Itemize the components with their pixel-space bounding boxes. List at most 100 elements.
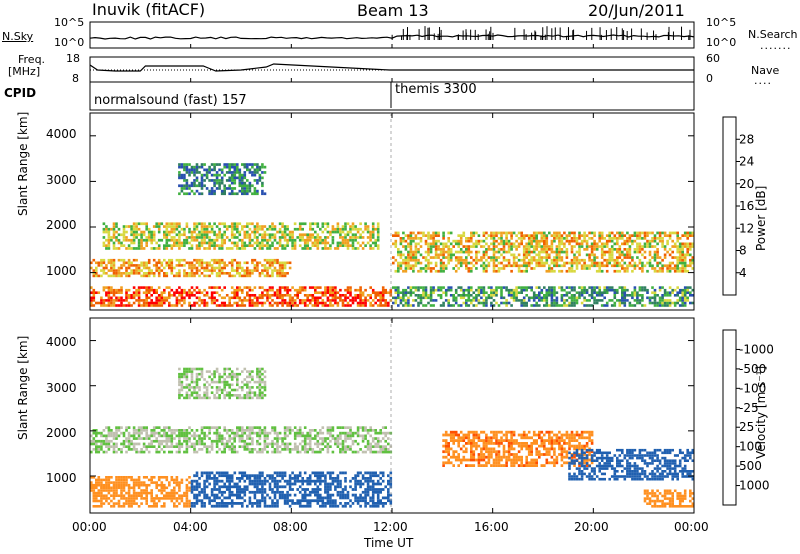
- scatter-cell: [163, 236, 166, 239]
- scatter-cell: [540, 299, 544, 302]
- scatter-cell: [442, 256, 445, 259]
- scatter-cell: [288, 304, 292, 307]
- scatter-cell: [210, 301, 214, 305]
- scatter-cell: [402, 288, 405, 292]
- scatter-cell: [180, 189, 184, 193]
- scatter-cell: [590, 264, 594, 268]
- scatter-cell: [130, 238, 133, 242]
- scatter-cell: [147, 238, 151, 242]
- scatter-cell: [663, 231, 667, 235]
- scatter-cell: [681, 245, 684, 248]
- scatter-cell: [170, 247, 174, 250]
- scatter-cell: [636, 237, 639, 240]
- scatter-cell: [404, 258, 408, 262]
- scatter-cell: [261, 479, 264, 483]
- scatter-cell: [163, 445, 166, 448]
- scatter-cell: [543, 239, 546, 243]
- scatter-cell: [341, 426, 345, 429]
- scatter-cell: [170, 264, 174, 267]
- scatter-cell: [422, 231, 425, 235]
- scatter-cell: [107, 502, 111, 505]
- scatter-cell: [316, 225, 320, 228]
- scatter-cell: [522, 237, 526, 240]
- scatter-cell: [381, 437, 385, 440]
- scatter-cell: [248, 299, 252, 302]
- scatter-cell: [173, 225, 176, 228]
- scatter-cell: [530, 304, 533, 307]
- scatter-cell: [482, 304, 486, 307]
- scatter-cell: [198, 192, 201, 196]
- scatter-cell: [678, 237, 682, 240]
- scatter-cell: [112, 272, 116, 275]
- scatter-cell: [170, 497, 174, 500]
- scatter-cell: [603, 304, 606, 307]
- scatter-cell: [243, 236, 247, 239]
- scatter-cell: [477, 301, 481, 305]
- scatter-cell: [550, 234, 554, 237]
- scatter-cell: [309, 238, 312, 242]
- scatter-cell: [341, 448, 345, 451]
- scatter-cell: [472, 234, 476, 237]
- scatter-cell: [676, 258, 679, 262]
- scatter-cell: [105, 450, 108, 454]
- scatter-cell: [369, 238, 372, 242]
- scatter-cell: [429, 250, 433, 254]
- scatter-cell: [530, 245, 533, 248]
- scatter-cell: [540, 250, 544, 254]
- scatter-cell: [165, 225, 169, 228]
- scatter-cell: [349, 286, 352, 289]
- scatter-cell: [102, 244, 106, 247]
- scatter-cell: [603, 250, 606, 254]
- scatter-cell: [173, 227, 176, 231]
- scatter-cell: [152, 431, 156, 435]
- scatter-cell: [459, 294, 463, 297]
- scatter-cell: [180, 299, 184, 302]
- scatter-cell: [439, 264, 443, 268]
- scatter-cell: [288, 288, 292, 292]
- scatter-cell: [132, 429, 136, 432]
- scatter-cell: [475, 258, 478, 262]
- scatter-cell: [178, 291, 181, 294]
- scatter-cell: [356, 296, 360, 300]
- scatter-cell: [215, 238, 219, 242]
- scatter-cell: [225, 442, 229, 446]
- scatter-cell: [228, 448, 231, 451]
- scatter-cell: [314, 286, 317, 289]
- scatter-cell: [631, 234, 634, 237]
- scatter-cell: [404, 304, 408, 307]
- scatter-cell: [92, 448, 96, 451]
- scatter-cell: [185, 429, 189, 432]
- scatter-cell: [97, 499, 101, 503]
- scatter-cell: [278, 493, 282, 497]
- scatter-cell: [110, 236, 113, 239]
- scatter-cell: [142, 238, 146, 242]
- scatter-cell: [190, 264, 194, 267]
- scatter-cell: [286, 426, 289, 429]
- scatter-cell: [658, 296, 662, 300]
- scatter-cell: [230, 222, 234, 226]
- scatter-cell: [616, 258, 619, 262]
- scatter-cell: [150, 230, 153, 234]
- scatter-cell: [308, 431, 312, 435]
- scatter-cell: [100, 478, 103, 482]
- scatter-cell: [117, 227, 121, 231]
- scatter-cell: [281, 442, 284, 446]
- scatter-cell: [452, 294, 455, 297]
- scatter-cell: [183, 165, 186, 169]
- scatter-cell: [613, 242, 617, 246]
- scatter-cell: [555, 301, 559, 305]
- scatter-cell: [163, 230, 166, 234]
- scatter-cell: [281, 493, 284, 497]
- scatter-cell: [185, 241, 189, 245]
- scatter-cell: [515, 256, 518, 259]
- scatter-cell: [324, 286, 327, 289]
- scatter-cell: [258, 450, 262, 454]
- scatter-cell: [653, 250, 657, 254]
- scatter-cell: [633, 299, 637, 302]
- scatter-cell: [223, 230, 226, 234]
- scatter-cell: [241, 241, 244, 245]
- scatter-cell: [261, 488, 264, 491]
- scatter-cell: [608, 288, 611, 292]
- scatter-cell: [319, 291, 322, 294]
- scatter-cell: [621, 301, 624, 305]
